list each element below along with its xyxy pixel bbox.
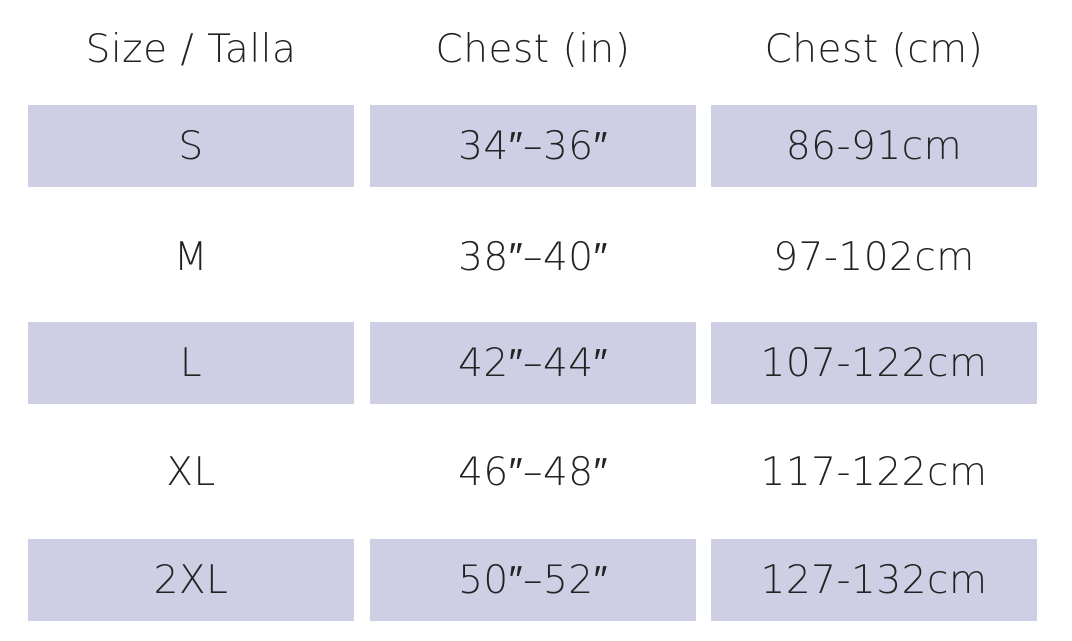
- table-cell: 50″–52″: [370, 539, 696, 621]
- table-cell: M: [173, 234, 209, 280]
- table-cell: L: [28, 322, 354, 404]
- table-cell: 34″–36″: [370, 105, 696, 187]
- header-cell: Size / Talla: [85, 26, 297, 72]
- header-cell: Chest (cm): [764, 26, 984, 72]
- table-cell: S: [28, 105, 354, 187]
- table-cell: 127-132cm: [711, 539, 1037, 621]
- table-cell: 97-102cm: [773, 234, 975, 280]
- table-cell: 38″–40″: [458, 234, 608, 280]
- table-cell: 42″–44″: [370, 322, 696, 404]
- table-cell: 86-91cm: [711, 105, 1037, 187]
- table-cell: 46″–48″: [458, 449, 608, 495]
- header-cell: Chest (in): [435, 26, 631, 72]
- table-cell: XL: [166, 449, 216, 495]
- table-cell: 117-122cm: [760, 449, 988, 495]
- table-cell: 107-122cm: [711, 322, 1037, 404]
- table-cell: 2XL: [28, 539, 354, 621]
